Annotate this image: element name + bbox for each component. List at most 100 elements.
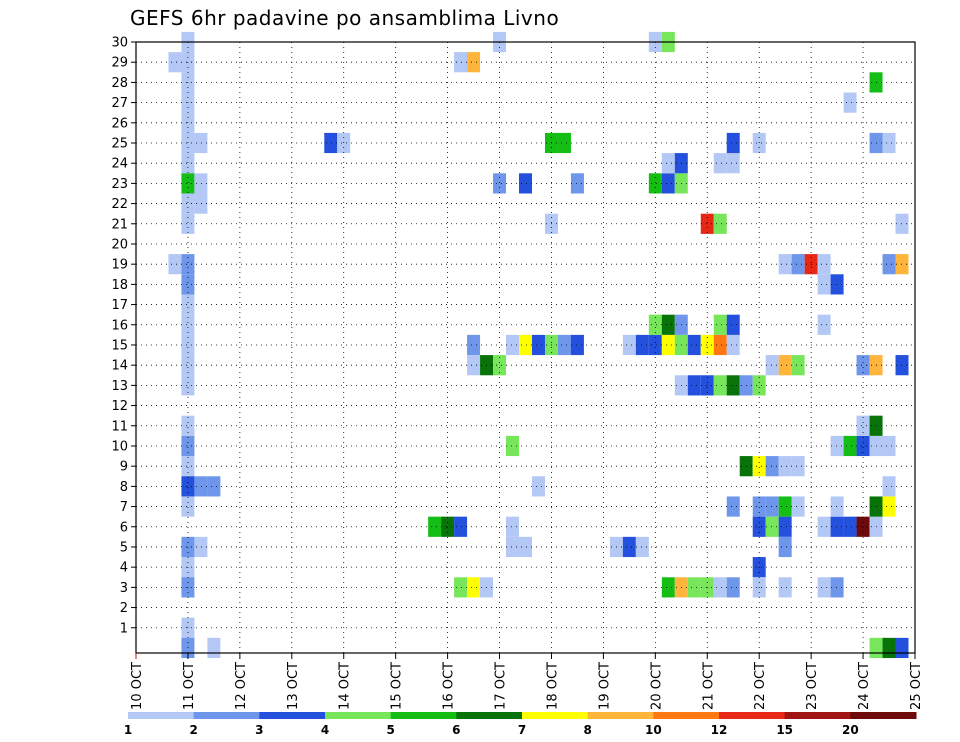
legend-label: 1: [124, 723, 132, 737]
heatmap-cell: [181, 334, 195, 356]
legend-swatch: [653, 712, 720, 719]
y-tick-label: 13: [111, 379, 128, 394]
color-legend: 1 2 3 4 5 6 7 8 10 12 15 20: [124, 712, 917, 737]
x-tick-label: 18 OCT: [545, 662, 560, 710]
heatmap-cell: [687, 334, 701, 356]
heatmap-cell: [726, 314, 740, 335]
y-tick-label: 7: [120, 500, 128, 515]
legend-swatch: [456, 712, 523, 719]
heatmap-cell: [843, 516, 857, 537]
heatmap-cell: [856, 435, 870, 457]
legend-swatch: [259, 712, 326, 719]
heatmap-cell: [181, 173, 195, 194]
heatmap-cell: [726, 375, 740, 396]
heatmap-cells: [168, 31, 909, 659]
heatmap-cell: [778, 577, 792, 598]
y-tick-label: 10: [111, 439, 128, 454]
y-tick-label: 18: [111, 278, 128, 293]
heatmap-cell: [181, 314, 195, 335]
heatmap-cell: [194, 193, 208, 214]
heatmap-cell: [713, 375, 727, 396]
x-tick-label: 25 OCT: [909, 662, 924, 710]
heatmap-cell: [752, 516, 766, 537]
y-tick-label: 6: [120, 520, 128, 535]
heatmap-cell: [194, 132, 208, 154]
heatmap-cell: [713, 213, 727, 234]
heatmap-cell: [895, 355, 909, 376]
y-tick-label: 4: [120, 561, 128, 576]
heatmap-cell: [648, 314, 662, 335]
x-tick-label: 19 OCT: [597, 662, 612, 710]
heatmap-cell: [570, 334, 584, 356]
heatmap-cell: [791, 355, 805, 376]
heatmap-cell: [467, 52, 481, 73]
heatmap-cell: [181, 193, 195, 214]
heatmap-cell: [181, 294, 195, 315]
heatmap-cell: [713, 153, 727, 174]
x-tick-label: 23 OCT: [805, 662, 820, 710]
plot-frame: [135, 41, 916, 654]
heatmap-cell: [454, 52, 468, 73]
heatmap-cell: [181, 274, 195, 295]
heatmap-cell: [506, 334, 519, 356]
x-axis: 10 OCT 11 OCT 12 OCT 13 OCT 14 OCT 15 OCT 16 O…: [130, 653, 924, 710]
heatmap-cell: [506, 516, 519, 537]
legend-label: 3: [255, 723, 263, 737]
heatmap-cell: [635, 536, 649, 558]
y-tick-label: 25: [111, 136, 128, 151]
heatmap-cell: [531, 334, 545, 356]
heatmap-cell: [622, 334, 636, 356]
legend-label: 10: [645, 723, 662, 737]
heatmap-cell: [882, 496, 896, 517]
heatmap-cell: [895, 213, 909, 234]
heatmap-cell: [622, 536, 636, 558]
heatmap-cell: [181, 476, 195, 497]
x-tick-label: 13 OCT: [286, 662, 301, 710]
heatmap-cell: [726, 334, 740, 356]
heatmap-cell: [181, 435, 195, 457]
legend-swatch: [325, 712, 392, 719]
heatmap-cell: [635, 334, 649, 356]
legend-label: 2: [189, 723, 197, 737]
heatmap-cell: [713, 577, 727, 598]
x-tick-label: 15 OCT: [390, 662, 405, 710]
y-tick-label: 1: [120, 621, 128, 636]
heatmap-cell: [856, 516, 870, 537]
heatmap-cell: [324, 132, 338, 154]
heatmap-cell: [817, 577, 831, 598]
heatmap-cell: [181, 456, 195, 477]
x-tick-label: 14 OCT: [338, 662, 353, 710]
y-tick-label: 30: [111, 36, 128, 51]
heatmap-cell: [895, 254, 909, 275]
y-tick-label: 20: [111, 237, 128, 252]
heatmap-cell: [700, 334, 714, 356]
heatmap-cell: [817, 516, 831, 537]
y-tick-label: 29: [111, 56, 128, 71]
heatmap-cell: [648, 173, 662, 194]
y-tick-label: 2: [120, 601, 128, 616]
heatmap-cell: [648, 334, 662, 356]
y-tick-label: 12: [111, 399, 128, 414]
heatmap-cell: [557, 334, 571, 356]
y-tick-label: 28: [111, 76, 128, 91]
heatmap-cell: [493, 173, 507, 194]
heatmap-cell: [181, 375, 195, 396]
heatmap-cell: [778, 496, 792, 517]
heatmap-cell: [830, 435, 844, 457]
heatmap-cell: [687, 375, 701, 396]
y-tick-label: 8: [120, 480, 128, 495]
heatmap-cell: [700, 375, 714, 396]
heatmap-cell: [856, 355, 870, 376]
heatmap-cell: [181, 213, 195, 234]
heatmap-cell: [726, 496, 740, 517]
y-tick-label: 3: [120, 581, 128, 596]
heatmap-cell: [791, 456, 805, 477]
heatmap-cell: [557, 132, 571, 154]
legend-swatch: [850, 712, 917, 719]
heatmap-cell: [882, 254, 896, 275]
heatmap-cell: [817, 274, 831, 295]
heatmap-cell: [519, 536, 532, 558]
legend-label: 6: [452, 723, 460, 737]
legend-label: 8: [583, 723, 591, 737]
